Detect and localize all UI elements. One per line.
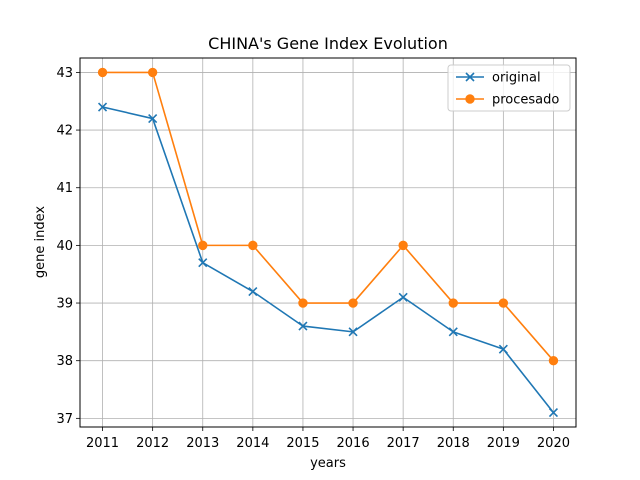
x-axis-label: years	[310, 456, 346, 471]
data-point-original	[498, 344, 508, 354]
x-tick-label: 2019	[487, 436, 520, 451]
x-tick-label: 2011	[86, 436, 119, 451]
y-tick-label: 37	[56, 412, 73, 427]
series-procesado	[97, 67, 559, 366]
legend-marker	[465, 94, 475, 104]
y-tick-label: 40	[56, 239, 73, 254]
data-point-procesado	[398, 240, 408, 251]
legend-label: procesado	[492, 93, 559, 108]
y-tick-label: 42	[56, 124, 73, 139]
series-line-procesado	[102, 71, 555, 362]
x-tick-label: 2012	[136, 436, 169, 451]
data-point-original	[97, 102, 108, 112]
plot-area	[79, 57, 577, 428]
data-point-original	[448, 327, 458, 337]
legend-item-original: original	[456, 71, 541, 86]
y-tick-label: 39	[56, 297, 73, 312]
grid	[80, 58, 576, 427]
y-tick-label: 43	[56, 66, 73, 81]
x-tick-label: 2020	[537, 436, 570, 451]
data-point-original	[348, 327, 358, 337]
legend-item-procesado: procesado	[456, 93, 559, 108]
x-tick-label: 2016	[337, 436, 370, 451]
legend-label: original	[492, 71, 541, 86]
data-point-procesado	[348, 298, 358, 308]
data-point-procesado	[198, 240, 208, 251]
chart-title: CHINA's Gene Index Evolution	[208, 34, 448, 53]
data-point-procesado	[147, 67, 158, 78]
legend: original procesado	[447, 64, 571, 112]
data-point-original	[298, 321, 308, 331]
x-tick-label: 2013	[186, 436, 219, 451]
data-point-original	[248, 286, 258, 297]
y-tick-label: 41	[56, 181, 73, 196]
data-point-procesado	[97, 67, 108, 78]
data-point-procesado	[448, 298, 458, 308]
series-layer	[97, 67, 559, 418]
y-axis-label: gene index	[33, 206, 48, 278]
y-tick-label: 38	[56, 354, 73, 369]
data-point-procesado	[548, 355, 559, 366]
data-point-original	[198, 258, 208, 268]
data-point-procesado	[498, 298, 509, 308]
data-point-original	[148, 113, 158, 124]
legend-marker	[465, 72, 475, 82]
x-tick-label: 2015	[286, 436, 319, 451]
data-point-original	[398, 292, 408, 302]
x-tick-label: 2014	[236, 436, 269, 451]
series-original	[97, 102, 559, 418]
series-line-original	[102, 106, 555, 414]
x-tick-label: 2017	[387, 436, 420, 451]
data-point-procesado	[248, 240, 258, 251]
x-tick-label: 2018	[437, 436, 470, 451]
data-point-original	[548, 408, 559, 418]
data-point-procesado	[298, 298, 308, 308]
ticks: 2011 2012 2013 2014 2015 2016 2017 2018 2019 2020…	[56, 66, 570, 451]
